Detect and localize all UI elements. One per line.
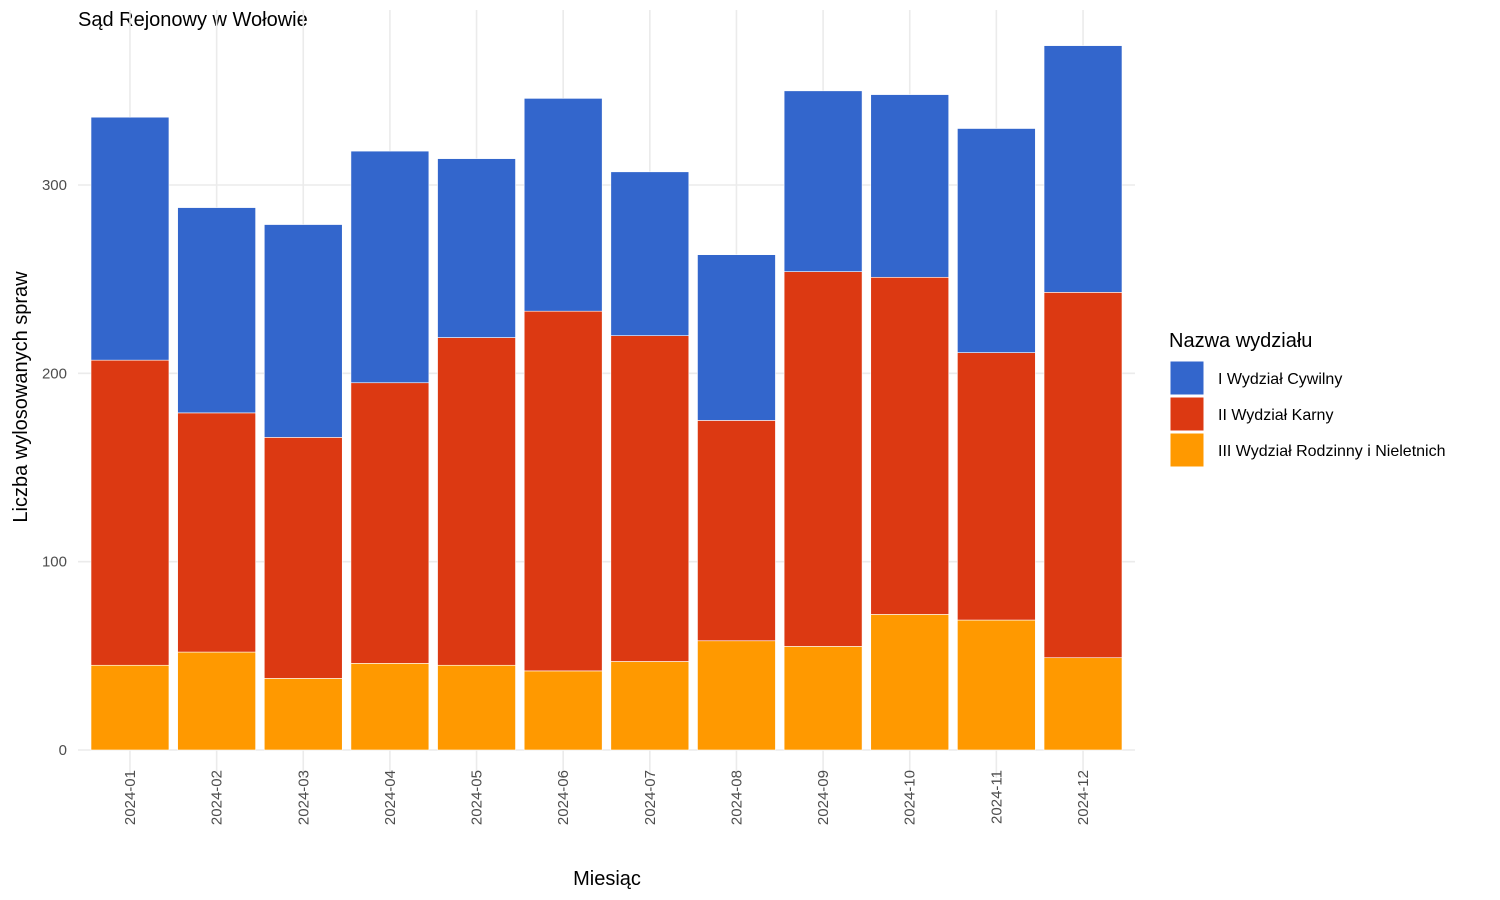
x-tick-label: 2024-12 [1075, 770, 1092, 825]
x-tick-label: 2024-06 [555, 770, 572, 825]
bar-segment [957, 128, 1036, 353]
bar-segment [697, 254, 776, 421]
bar-segment [610, 335, 690, 662]
bar-segment [697, 640, 776, 751]
legend-swatch [1169, 360, 1205, 396]
bar-segment [90, 116, 170, 361]
bar-segment [783, 90, 863, 272]
bar-segment [437, 158, 516, 338]
bar-segment [177, 207, 256, 414]
bar-segment [1043, 45, 1123, 293]
bar-segment [437, 664, 516, 751]
y-axis-title: Liczba wylosowanych spraw [10, 271, 32, 523]
chart-title: Sąd Rejonowy w Wołowie [78, 9, 308, 31]
bar-segment [350, 382, 430, 664]
bar-segment [870, 276, 950, 615]
x-tick-label: 2024-10 [902, 770, 919, 825]
y-tick-labels: 0 100 200 300 [42, 177, 67, 759]
legend: Nazwa wydziału I Wydział Cywilny II Wydzi… [1169, 330, 1446, 468]
legend-label: III Wydział Rodzinny i Nieletnich [1218, 443, 1446, 460]
bar-segment [350, 663, 430, 751]
x-tick-label: 2024-03 [295, 770, 312, 825]
bar-segment [870, 614, 950, 751]
legend-label: I Wydział Cywilny [1218, 371, 1342, 388]
x-tick-labels: 2024-01 2024-02 2024-03 2024-04 2024-05 2024-… [122, 770, 1092, 825]
bar-segment [697, 420, 776, 642]
x-tick-label: 2024-08 [728, 770, 745, 825]
bar-segment [1043, 657, 1123, 751]
legend-swatch [1169, 396, 1205, 432]
x-tick-label: 2024-05 [469, 770, 486, 825]
bar-segment [177, 651, 256, 751]
x-tick-label: 2024-11 [988, 770, 1005, 824]
legend-swatch [1169, 432, 1205, 468]
bar-segment [263, 437, 343, 679]
bar-segment [610, 661, 690, 751]
bar-segment [90, 359, 170, 666]
bar-segment [263, 678, 343, 751]
bar-segment [177, 412, 256, 653]
bar-segment [957, 352, 1036, 621]
bar-segment [870, 94, 950, 278]
x-tick-label: 2024-04 [382, 770, 399, 825]
bar-segment [957, 619, 1036, 751]
bar-segment [437, 337, 516, 666]
x-axis-title: Miesiąc [573, 868, 641, 890]
legend-items: I Wydział Cywilny II Wydział Karny III Wyd… [1169, 360, 1446, 468]
x-tick-label: 2024-09 [815, 770, 832, 825]
x-tick-label: 2024-01 [122, 770, 139, 825]
legend-title: Nazwa wydziału [1169, 330, 1312, 352]
bar-segment [263, 224, 343, 438]
bars [90, 45, 1123, 751]
bar-segment [523, 98, 603, 312]
y-tick-label: 300 [42, 177, 67, 194]
bar-segment [783, 646, 863, 751]
y-tick-label: 0 [59, 742, 67, 759]
bar-segment [350, 150, 430, 384]
x-tick-label: 2024-07 [642, 770, 659, 825]
bar-segment [610, 171, 690, 336]
bar-segment [783, 271, 863, 647]
legend-label: II Wydział Karny [1218, 407, 1333, 424]
bar-segment [1043, 292, 1123, 659]
bar-segment [523, 310, 603, 672]
x-tick-label: 2024-02 [209, 770, 226, 825]
bar-segment [90, 664, 170, 751]
bar-segment [523, 670, 603, 751]
y-tick-label: 100 [42, 554, 67, 571]
y-tick-label: 200 [42, 365, 67, 382]
